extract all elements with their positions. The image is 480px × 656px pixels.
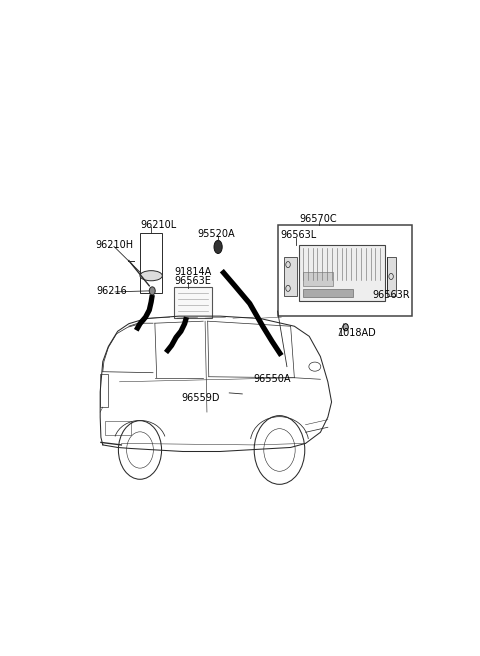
Bar — [299, 245, 385, 301]
Bar — [100, 374, 108, 407]
FancyBboxPatch shape — [174, 287, 212, 318]
Bar — [386, 257, 396, 296]
Bar — [105, 420, 132, 435]
Bar — [303, 289, 352, 297]
Text: 96563E: 96563E — [175, 276, 212, 286]
Text: 96563R: 96563R — [372, 290, 410, 300]
Circle shape — [343, 323, 348, 331]
Ellipse shape — [214, 240, 222, 253]
Text: 96210H: 96210H — [96, 240, 133, 251]
Text: 91814A: 91814A — [175, 267, 212, 277]
Circle shape — [149, 287, 155, 295]
Text: 96216: 96216 — [96, 286, 127, 296]
Text: 96210L: 96210L — [140, 220, 176, 230]
Bar — [277, 225, 411, 316]
Text: 96570C: 96570C — [300, 214, 337, 224]
Text: 95520A: 95520A — [197, 229, 235, 239]
Bar — [140, 233, 162, 293]
Text: 96559D: 96559D — [181, 393, 219, 403]
Ellipse shape — [140, 271, 162, 281]
Text: 96550A: 96550A — [253, 375, 291, 384]
Bar — [303, 272, 333, 286]
Text: 1018AD: 1018AD — [338, 328, 377, 338]
Text: 96563L: 96563L — [280, 230, 316, 240]
Bar — [284, 257, 297, 296]
